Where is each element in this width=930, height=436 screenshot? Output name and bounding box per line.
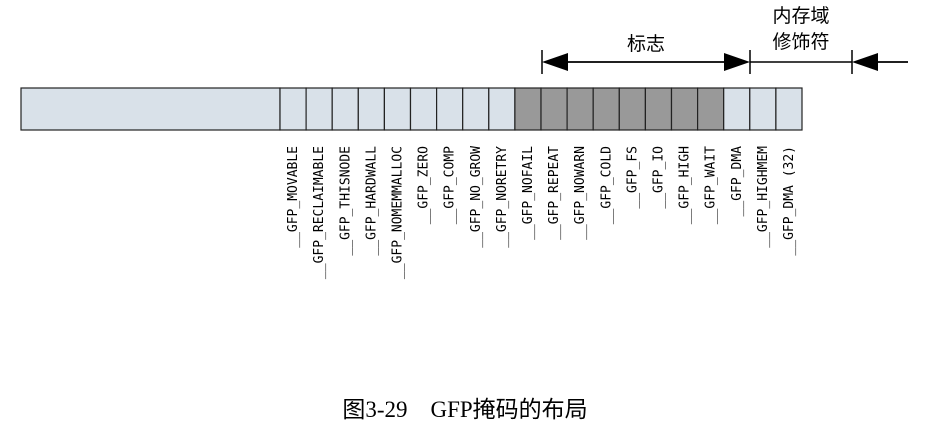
- bit-cell: [670, 87, 699, 131]
- bit-cell: [488, 87, 516, 131]
- bit-label: __GFP_DMA: [730, 146, 745, 217]
- bit-labels: __GFP_MOVABLE __GFP_RECLAIMABLE __GFP_THIS…: [286, 146, 797, 279]
- bit-cell: [592, 87, 620, 131]
- bit-cells: [279, 87, 803, 131]
- bit-cell: [409, 87, 438, 131]
- flags-span-arrow: [541, 50, 751, 74]
- bit-cell: [279, 87, 307, 131]
- bit-label: __GFP_NORETRY: [495, 146, 510, 248]
- bit-cell: [331, 87, 359, 131]
- bit-cell: [723, 87, 751, 131]
- bit-cell: [644, 87, 673, 131]
- figure-caption: 图3-29 GFP掩码的布局: [342, 397, 588, 422]
- bit-label: __GFP_THISNODE: [338, 146, 353, 256]
- bit-label: __GFP_COLD: [599, 146, 614, 224]
- bit-label: __GFP_RECLAIMABLE: [312, 146, 327, 279]
- bit-label: __GFP_DMA (32): [782, 146, 797, 256]
- bit-cell: [566, 87, 594, 131]
- bit-label: __GFP_NOFAIL: [521, 146, 536, 240]
- flags-group-label: 标志: [627, 33, 665, 55]
- bit-label: __GFP_ZERO: [417, 146, 432, 224]
- bit-cell: [696, 87, 725, 131]
- bit-label: __GFP_FS: [625, 146, 640, 209]
- bit-cell: [514, 87, 542, 131]
- bit-cell: [462, 87, 490, 131]
- bit-cell: [383, 87, 412, 131]
- bit-label: __GFP_COMP: [443, 146, 458, 224]
- bit-cell: [749, 87, 777, 131]
- bit-label: __GFP_MOVABLE: [286, 146, 301, 248]
- bit-cell: [436, 87, 464, 131]
- bit-cell: [305, 87, 333, 131]
- bit-label: __GFP_NOWARN: [573, 146, 588, 240]
- zone-modifiers-label-line1: 内存域: [772, 5, 829, 27]
- bit-label: __GFP_REPEAT: [547, 146, 562, 240]
- bit-label: __GFP_HIGHMEM: [756, 146, 771, 248]
- bit-label: __GFP_IO: [652, 146, 667, 209]
- bit-label: __GFP_WAIT: [704, 146, 719, 224]
- bit-label: __GFP_HIGH: [678, 146, 693, 224]
- bit-label: __GFP_HARDWALL: [364, 146, 379, 256]
- zone-modifiers-label-line2: 修饰符: [772, 31, 829, 53]
- unused-bits-region: [20, 87, 281, 131]
- bit-label: __GFP_NO_GROW: [469, 146, 484, 248]
- bit-label: __GFP_NOMEMMALLOC: [390, 146, 405, 279]
- bit-cell: [775, 87, 803, 131]
- zone-modifiers-span-arrow: [750, 50, 908, 74]
- bit-cell: [618, 87, 646, 131]
- bit-cell: [357, 87, 385, 131]
- gfp-mask-svg: __GFP_MOVABLE __GFP_RECLAIMABLE __GFP_THIS…: [20, 5, 908, 279]
- bit-cell: [540, 87, 568, 131]
